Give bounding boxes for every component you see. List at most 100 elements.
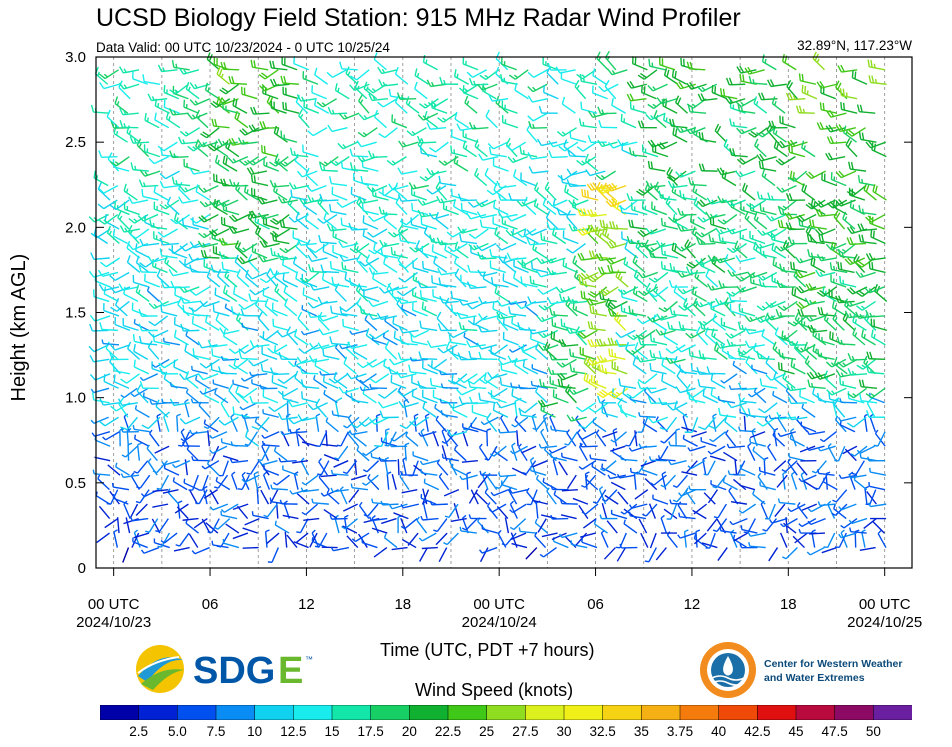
legend-title: Wind Speed (knots) [415,680,574,700]
wind-barb [440,182,457,187]
wind-barb [393,512,409,520]
wind-barb [164,460,180,466]
wind-barb [224,416,239,426]
wind-barb-feather [298,347,305,354]
wind-barb [505,532,517,546]
wind-barb-feather [411,388,414,397]
wind-barb [747,446,756,462]
wind-barb [680,371,697,375]
wind-barb-feather [311,529,316,534]
wind-barb-feather [711,285,715,290]
wind-barb-feather [180,438,185,442]
wind-barb-feather [809,219,812,227]
wind-barb [463,336,479,346]
wind-barb [420,431,437,437]
wind-barb [780,431,796,438]
wind-barb-feather [819,122,824,130]
wind-barb-feather [228,383,234,392]
wind-barb-feather [547,62,552,71]
wind-barb-feather [803,184,808,193]
wind-barb-feather [330,487,334,493]
wind-barb-feather [685,332,692,339]
wind-barb [403,401,408,418]
wind-barb [184,373,200,381]
wind-barb-feather [647,287,651,292]
wind-barb [314,365,330,375]
wind-barb [640,532,649,548]
wind-barb-feather [185,81,190,90]
wind-barb-feather [586,276,594,283]
wind-barb-feather [109,160,117,167]
wind-barb [723,373,738,384]
wind-barb [783,522,797,534]
wind-barb [402,225,419,230]
wind-barb-feather [467,319,475,326]
wind-barb [161,254,178,259]
wind-barb-feather [731,229,736,234]
wind-barb-feather [607,474,611,479]
wind-barb [435,218,449,230]
wind-barb [371,517,388,522]
wind-barb-feather [538,105,543,114]
wind-barb-feather [339,306,347,313]
wind-barb-feather [218,419,225,426]
wind-barb [632,363,647,375]
wind-barb-feather [484,167,489,176]
wind-barb-feather [697,426,706,431]
wind-barb-feather [672,485,678,488]
wind-barb-feather [663,112,666,121]
wind-barb [374,329,390,340]
wind-barb-feather [249,166,255,175]
wind-barb [740,400,757,404]
wind-barb-feather [439,370,442,375]
wind-barb-feather [133,359,136,368]
wind-barb-feather [378,206,383,214]
wind-barb-feather [499,377,502,385]
wind-barb [294,335,309,346]
wind-barb-feather [447,379,455,385]
wind-barb [486,418,498,433]
wind-barb-feather [572,201,577,206]
wind-barb-feather [624,241,628,249]
wind-barb-feather [587,321,591,329]
wind-barb [592,74,607,85]
wind-barb-feather [242,139,246,145]
wind-barb [779,501,796,505]
wind-barb [472,411,488,418]
wind-barb-feather [189,264,193,272]
wind-barb-feather [199,200,206,208]
wind-barb-feather [692,184,696,192]
wind-barb-feather [198,232,205,239]
wind-barb-feather [668,279,673,288]
wind-barb-feather [307,194,312,203]
wind-barb-feather [690,363,693,371]
wind-barb-feather [249,395,254,404]
wind-barb-feather [680,172,684,177]
wind-barb [184,401,190,418]
wind-barb-feather [383,256,387,264]
wind-barb [205,321,220,331]
wind-barb [751,387,766,398]
wind-barb-feather [790,386,794,391]
wind-barb-feather [398,400,404,408]
wind-barb [482,278,498,288]
wind-barb-feather [117,398,123,406]
wind-barb [133,387,149,398]
wind-barb-feather [648,58,651,67]
wind-barb [343,325,360,332]
wind-barb-feather [738,509,743,514]
wind-barb-feather [372,95,376,101]
wind-barb [717,547,728,561]
wind-barb [521,445,537,454]
wind-barb-feather [109,204,117,211]
wind-barb [634,430,638,447]
wind-barb-feather [311,267,315,272]
wind-barb-feather [417,280,422,288]
wind-barb-feather [696,85,703,93]
wind-barb [663,431,677,444]
wind-barb-feather [178,260,186,267]
wind-barb-feather [772,341,777,349]
wind-barb [123,387,138,399]
wind-barb-feather [496,231,500,237]
wind-barb-feather [479,378,487,384]
